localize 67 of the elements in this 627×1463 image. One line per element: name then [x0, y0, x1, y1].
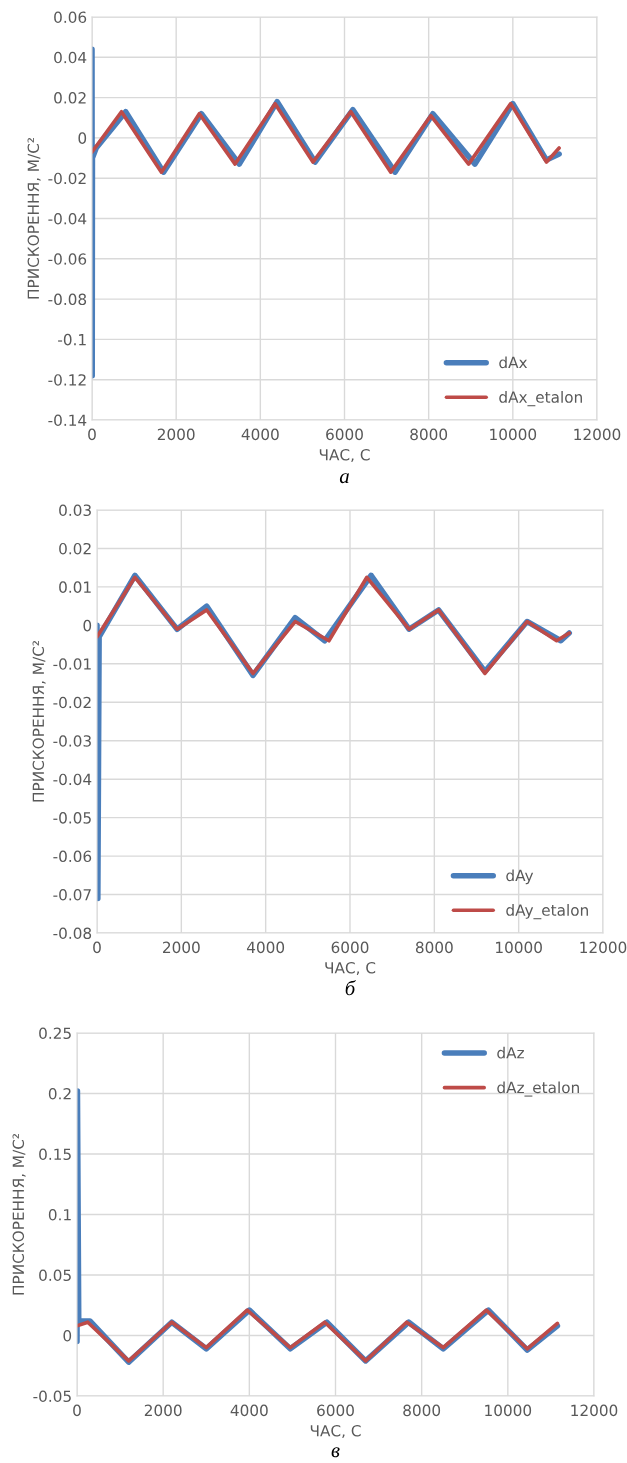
legend-label: dAz [497, 1046, 524, 1059]
x-tick-label: 12000 [574, 428, 621, 441]
x-tick-label: 2000 [157, 428, 195, 441]
x-tick-label: 10000 [490, 428, 537, 441]
x-tick-label: 12000 [580, 941, 627, 954]
y-tick-label: 0.05 [39, 1269, 71, 1282]
legend-label: dAy_etalon [506, 904, 588, 920]
x-axis-title: ЧАС, С [325, 961, 376, 976]
x-tick-label: 8000 [410, 428, 448, 441]
y-tick-label: -0.08 [53, 927, 92, 940]
text: а [339, 473, 349, 484]
y-tick-label: -0.08 [48, 293, 87, 306]
y-tick-label: 0.01 [59, 581, 91, 593]
y-tick-label: -0.14 [48, 414, 87, 427]
x-tick-label: 6000 [317, 1404, 354, 1417]
x-tick-label: 12000 [571, 1404, 618, 1417]
x-tick-label: 4000 [241, 428, 279, 441]
legend-label: dAy [506, 869, 534, 885]
legend-label: dAx_etalon [499, 391, 582, 407]
y-axis-title: ПРИСКОРЕННЯ, М/С² [12, 1133, 26, 1295]
y-tick-label: -0.05 [53, 812, 91, 824]
x-tick-label: 2000 [163, 941, 200, 954]
y-tick-label: -0.1 [58, 333, 86, 346]
y-tick-label: 0.15 [39, 1148, 71, 1161]
y-axis-title: ПРИСКОРЕННЯ, М/С² [32, 640, 46, 802]
x-tick-label: 0 [93, 941, 101, 954]
x-tick-label: 6000 [331, 941, 369, 954]
y-tick-label: -0.04 [48, 212, 87, 225]
y-tick-label: -0.05 [33, 1390, 71, 1403]
x-tick-label: 10000 [496, 941, 542, 954]
x-tick-label: 6000 [326, 428, 363, 441]
y-tick-label: -0.01 [53, 658, 91, 670]
y-tick-label: 0.1 [48, 1208, 71, 1221]
x-tick-label: 10000 [485, 1404, 532, 1417]
text: в [331, 1447, 340, 1458]
line-series [92, 101, 561, 174]
legend-label: dAx [499, 356, 528, 369]
x-tick-label: 4000 [230, 1404, 268, 1417]
y-tick-label: 0.04 [54, 51, 87, 64]
y-tick-label: 0.02 [59, 542, 91, 555]
y-tick-label: 0.02 [54, 92, 86, 104]
y-tick-label: 0 [83, 619, 92, 632]
y-tick-label: -0.02 [53, 696, 91, 709]
x-tick-label: 2000 [144, 1404, 182, 1417]
x-tick-label: 8000 [415, 941, 453, 954]
x-tick-label: 8000 [403, 1404, 441, 1417]
y-tick-label: -0.02 [48, 172, 86, 185]
y-tick-label: -0.06 [53, 850, 92, 863]
y-tick-label: 0 [78, 132, 87, 144]
y-tick-label: 0.06 [54, 11, 87, 24]
y-tick-label: -0.04 [53, 773, 92, 786]
legend-label: dAz_etalon [497, 1081, 579, 1097]
text: б [345, 980, 356, 996]
line-series [97, 575, 572, 676]
x-axis-title: ЧАС, С [319, 448, 370, 463]
x-tick-label: 4000 [246, 941, 285, 954]
y-tick-label: 0 [63, 1329, 72, 1342]
y-tick-label: 0.03 [59, 504, 91, 517]
line-series [77, 1308, 560, 1363]
y-tick-label: -0.06 [48, 253, 87, 265]
y-tick-label: -0.07 [53, 889, 91, 901]
y-tick-label: -0.12 [48, 374, 86, 386]
y-tick-label: 0.25 [39, 1027, 71, 1040]
y-tick-label: -0.03 [53, 735, 91, 747]
y-axis-title: ПРИСКОРЕННЯ, М/С² [27, 137, 41, 299]
y-tick-label: 0.2 [48, 1087, 71, 1100]
x-axis-title: ЧАС, С [310, 1424, 361, 1439]
